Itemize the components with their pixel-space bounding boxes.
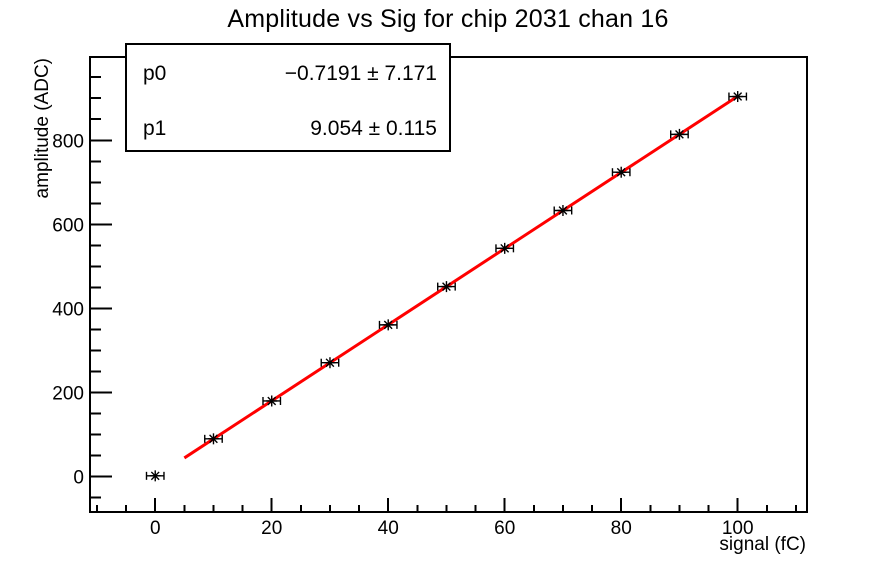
data-point-marker [675,129,684,139]
stat-p1-value: 9.054 ± 0.115 [310,117,437,140]
x-tick-label: 0 [150,518,161,539]
data-point-marker [383,320,393,330]
data-point-marker [558,206,568,215]
data-point-marker [325,358,335,368]
stats-box-frame [125,43,451,152]
y-tick-label: 200 [52,384,84,405]
data-point-marker [616,167,626,177]
chart-title: Amplitude vs Sig for chip 2031 chan 16 [227,5,668,33]
y-tick-label: 0 [73,468,84,489]
y-tick-label: 600 [52,215,84,236]
data-point-marker [209,434,218,444]
x-tick-label: 60 [494,518,515,539]
x-axis-title: signal (fC) [719,534,806,555]
data-point-marker [733,92,743,101]
y-tick-label: 800 [52,131,84,152]
y-axis-title: amplitude (ADC) [32,58,53,198]
data-point-marker [150,471,160,481]
x-tick-label: 40 [378,518,399,539]
stat-p0-value: −0.7191 ± 7.171 [285,62,437,85]
plot-area: 0 20 40 60 80 100 0 200 400 600 800 [52,56,808,539]
stat-p1-label: p1 [143,117,166,140]
data-point-marker [500,243,510,253]
y-tick-label: 400 [52,299,84,320]
x-tick-label: 100 [722,518,754,539]
x-tick-label: 80 [611,518,632,539]
stats-box: p0 −0.7191 ± 7.171 p1 9.054 ± 0.115 [125,43,451,152]
data-point-marker [267,396,277,406]
stat-p0-label: p0 [143,62,166,85]
fit-line [183,94,739,460]
x-tick-label: 20 [261,518,282,539]
data-point-marker [442,282,451,291]
